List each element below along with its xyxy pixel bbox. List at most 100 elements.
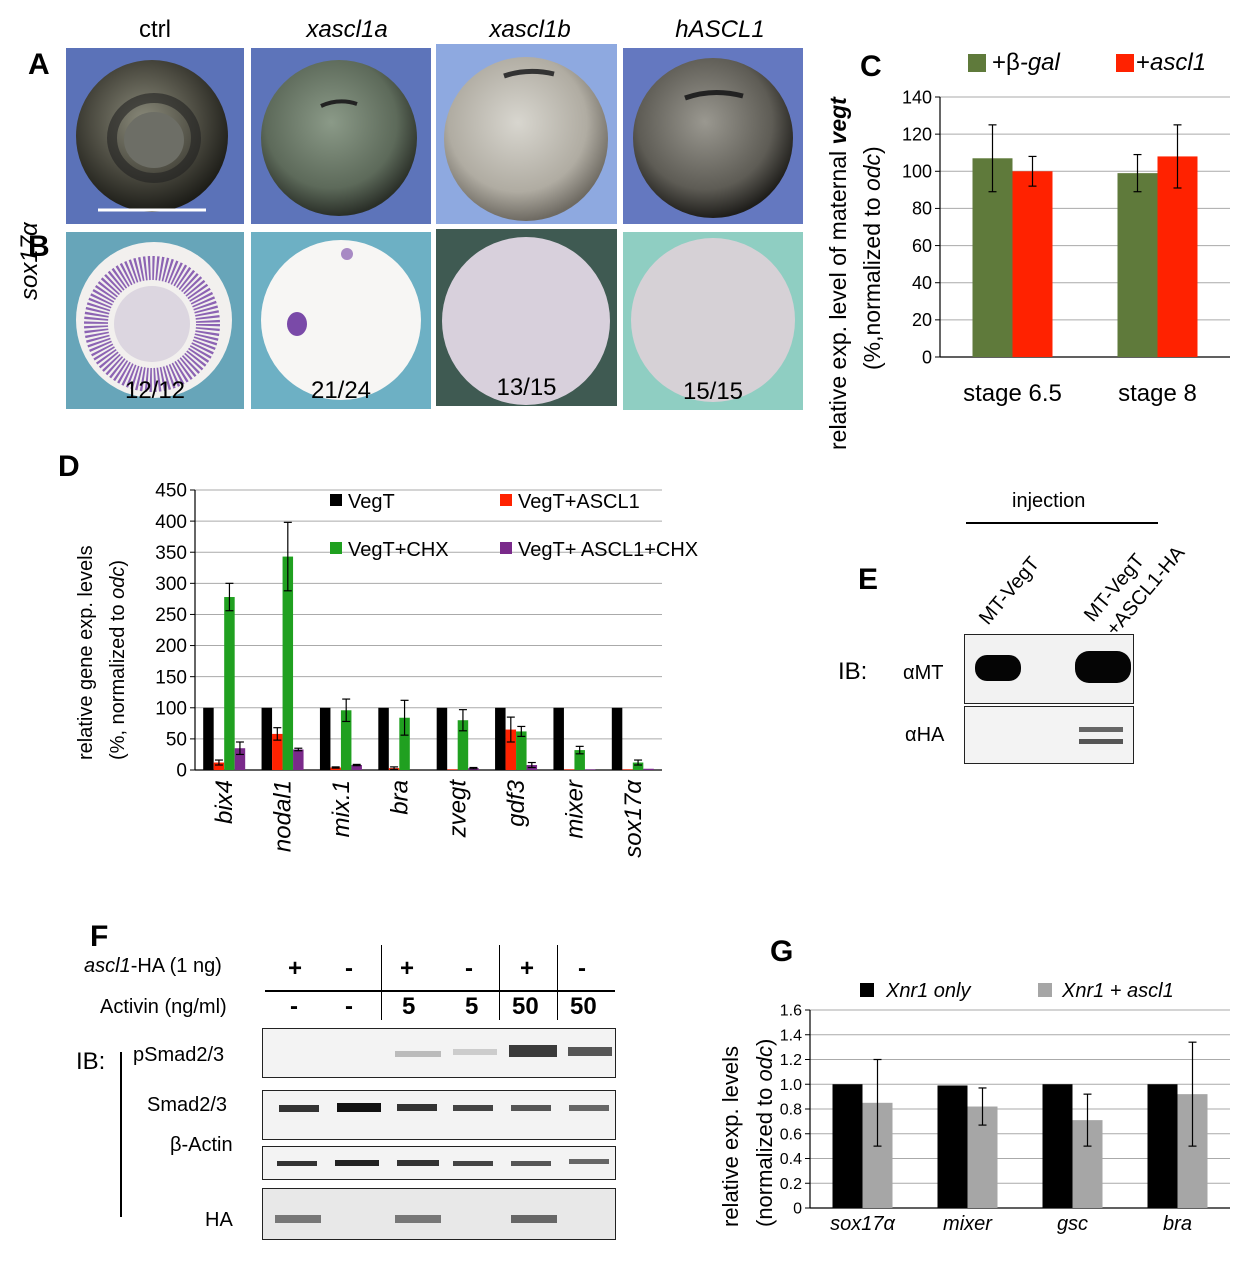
f-blot-psmad [262, 1028, 616, 1078]
D-bar-5-0 [495, 707, 506, 770]
D-bar-2-2 [340, 710, 352, 770]
D-bar-1-3 [293, 749, 304, 770]
e-band-ha-1 [1079, 727, 1123, 732]
chart-c: 0 20 40 60 80 100 120 140 stage 6.5 stage 8 relati… [825, 49, 1230, 450]
c-legend-label-1: +ascl1 [1136, 49, 1206, 76]
d-legend-label-3: VegT+ ASCL1+CHX [518, 539, 698, 561]
embryo-insitu-ctrl: 12/12 [66, 232, 244, 409]
f-activin-lane-2: - [345, 993, 353, 1020]
C-ytick-label-3: 60 [912, 236, 932, 256]
D-bar-3-2 [399, 717, 410, 770]
D-ytick-label-8: 400 [155, 512, 187, 533]
D-bar-5-1 [505, 729, 517, 770]
panel-letter-b: B [28, 230, 50, 263]
D-ytick-label-0: 0 [176, 761, 187, 782]
G-category-label-0: sox17α [830, 1213, 895, 1235]
D-bar-1-2 [282, 556, 294, 770]
panel-letter-a: A [28, 48, 50, 81]
C-category-label-1: stage 8 [1118, 380, 1197, 407]
embryo-insitu-xascl1a: 21/24 [251, 232, 431, 409]
f-ascl1-lane-2: - [345, 955, 353, 982]
D-bar-0-1 [213, 762, 225, 770]
panel-letter-f: F [90, 920, 109, 953]
D-category-label-3: bra [386, 780, 413, 815]
g-legend-label-0: Xnr1 only [885, 980, 971, 1002]
D-ytick-label-1: 50 [166, 730, 187, 751]
D-ytick-label-7: 350 [155, 543, 187, 564]
f-band-actin-2 [335, 1160, 379, 1166]
e-injection-header: injection [1012, 490, 1086, 512]
G-category-label-2: gsc [1057, 1213, 1088, 1235]
C-ytick-label-6: 120 [902, 124, 932, 144]
d-legend-swatch-0 [330, 494, 342, 506]
f-row2-underline [265, 990, 615, 992]
D-bar-2-0 [319, 707, 331, 770]
D-ytick-label-4: 200 [155, 636, 187, 657]
D-bar-6-0 [553, 707, 564, 770]
c-ylabel-2: (%,normalized to odc) [859, 146, 885, 370]
d-legend-label-2: VegT+CHX [348, 539, 449, 561]
D-ytick-label-5: 250 [155, 605, 187, 626]
count-xascl1a: 21/24 [310, 377, 372, 404]
f-ascl1-lane-1: + [288, 955, 303, 982]
C-bar-1-0 [1117, 173, 1158, 357]
G-ytick-label-2: 0.4 [780, 1151, 802, 1168]
f-ib-label: IB: [76, 1048, 106, 1075]
embryo-insitu-xascl1b: 13/15 [436, 229, 617, 406]
c-legend-swatch-0 [968, 54, 986, 72]
f-band-psmad-4 [453, 1049, 497, 1055]
G-ytick-label-0: 0 [793, 1201, 802, 1218]
column-label-hascl1: hASCL1 [675, 16, 765, 43]
f-band-actin-5 [511, 1161, 551, 1166]
f-activin-lane-1: - [290, 993, 298, 1020]
D-category-label-4: zvegt [445, 779, 472, 839]
f-band-smad-3 [397, 1104, 437, 1111]
G-ytick-label-7: 1.4 [780, 1027, 802, 1044]
panel-letter-d: D [58, 450, 80, 483]
f-band-smad-5 [511, 1105, 551, 1111]
D-category-label-7: sox17α [620, 779, 647, 858]
c-legend-label-0: +β-gal [992, 49, 1061, 76]
C-ytick-label-0: 0 [922, 347, 932, 367]
f-band-smad-4 [453, 1105, 493, 1111]
d-legend-label-1: VegT+ASCL1 [518, 491, 640, 513]
f-ascl1-lane-3: + [400, 955, 415, 982]
e-blot-mt [964, 634, 1134, 704]
d-ylabel-2: (%, normalized to odc) [107, 560, 129, 760]
count-xascl1b: 13/15 [496, 374, 557, 401]
d-legend-swatch-2 [330, 542, 342, 554]
G-ytick-label-4: 0.8 [780, 1102, 802, 1119]
G-category-label-1: mixer [943, 1213, 993, 1235]
f-divider-2 [499, 945, 500, 1020]
f-band-smad-1 [279, 1105, 319, 1112]
embryo-insitu-hascl1: 15/15 [623, 232, 803, 410]
D-category-label-2: mix.1 [328, 780, 355, 837]
D-bar-1-1 [272, 733, 283, 770]
D-ytick-label-6: 300 [155, 574, 187, 595]
D-bar-4-0 [436, 707, 448, 770]
d-ylabel: relative gene exp. levels [75, 545, 97, 760]
count-ctrl: 12/12 [124, 377, 186, 404]
f-band-smad-6 [569, 1105, 609, 1111]
f-divider-1 [381, 945, 382, 1020]
D-bar-0-0 [203, 707, 214, 770]
C-bar-1-1 [1157, 156, 1198, 357]
f-ascl1-lane-5: + [520, 955, 535, 982]
e-band-ha-2 [1079, 739, 1123, 744]
f-blot-smad [262, 1090, 616, 1140]
D-category-label-0: bix4 [211, 780, 238, 824]
e-ib-label: IB: [838, 658, 868, 685]
D-bar-6-2 [574, 750, 585, 770]
column-label-ctrl: ctrl [139, 16, 171, 43]
f-blot-label-actin: β-Actin [170, 1134, 233, 1156]
D-bar-4-1 [447, 769, 458, 770]
f-band-actin-3 [397, 1160, 439, 1166]
g-ylabel-2: (normalized to odc) [752, 1039, 777, 1227]
f-band-ha-3 [395, 1215, 441, 1223]
G-bar-1-0 [937, 1085, 968, 1208]
f-band-ha-5 [511, 1215, 557, 1223]
embryo-image-hascl1 [623, 48, 803, 224]
d-legend-swatch-1 [500, 494, 512, 506]
C-ytick-label-5: 100 [902, 162, 932, 182]
D-ytick-label-3: 150 [155, 667, 187, 688]
